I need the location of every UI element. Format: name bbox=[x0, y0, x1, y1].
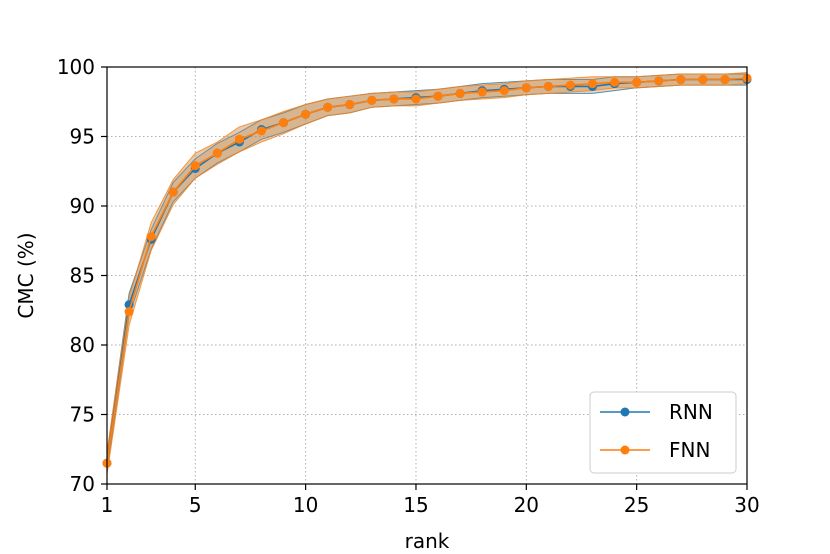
legend-label-rnn: RNN bbox=[669, 400, 713, 424]
x-tick-label: 20 bbox=[514, 493, 539, 517]
legend-marker-rnn bbox=[620, 407, 630, 417]
data-point-fnn bbox=[124, 307, 134, 317]
y-tick-label: 75 bbox=[70, 403, 95, 427]
x-tick-label: 5 bbox=[189, 493, 202, 517]
data-point-fnn bbox=[676, 75, 686, 85]
data-point-fnn bbox=[698, 75, 708, 85]
data-point-fnn bbox=[610, 77, 620, 87]
data-point-fnn bbox=[190, 161, 200, 171]
data-point-fnn bbox=[345, 100, 355, 110]
data-point-fnn bbox=[455, 88, 465, 98]
data-point-fnn bbox=[654, 76, 664, 86]
y-axis-title: CMC (%) bbox=[14, 232, 38, 318]
data-point-fnn bbox=[256, 126, 266, 136]
data-point-fnn bbox=[146, 232, 156, 242]
y-tick-label: 70 bbox=[70, 472, 95, 496]
legend: RNN FNN bbox=[589, 391, 737, 474]
data-point-fnn bbox=[389, 94, 399, 104]
data-point-fnn bbox=[588, 79, 598, 89]
data-point-fnn bbox=[279, 118, 289, 128]
y-tick-label: 85 bbox=[70, 264, 95, 288]
data-point-fnn bbox=[411, 94, 421, 104]
y-tick-label: 80 bbox=[70, 333, 95, 357]
data-point-fnn bbox=[720, 75, 730, 85]
legend-marker-fnn bbox=[620, 445, 630, 455]
data-point-fnn bbox=[234, 134, 244, 144]
x-tick-label: 25 bbox=[624, 493, 649, 517]
data-point-fnn bbox=[521, 83, 531, 93]
data-point-fnn bbox=[433, 91, 443, 101]
data-point-fnn bbox=[323, 102, 333, 112]
data-point-fnn bbox=[168, 187, 178, 197]
x-tick-label: 1 bbox=[101, 493, 114, 517]
y-tick-label: 90 bbox=[70, 194, 95, 218]
x-tick-label: 30 bbox=[734, 493, 759, 517]
data-point-fnn bbox=[477, 87, 487, 97]
legend-label-fnn: FNN bbox=[669, 438, 710, 462]
data-point-fnn bbox=[212, 148, 222, 158]
data-point-fnn bbox=[499, 86, 509, 96]
x-tick-label: 10 bbox=[293, 493, 318, 517]
data-point-fnn bbox=[565, 80, 575, 90]
data-point-fnn bbox=[367, 95, 377, 105]
data-point-fnn bbox=[543, 81, 553, 91]
data-point-fnn bbox=[301, 109, 311, 119]
data-point-fnn bbox=[632, 77, 642, 87]
x-tick-label: 15 bbox=[403, 493, 428, 517]
y-tick-label: 100 bbox=[57, 55, 95, 79]
x-axis-title: rank bbox=[405, 529, 450, 553]
legend-box bbox=[589, 391, 737, 474]
y-tick-label: 95 bbox=[70, 125, 95, 149]
